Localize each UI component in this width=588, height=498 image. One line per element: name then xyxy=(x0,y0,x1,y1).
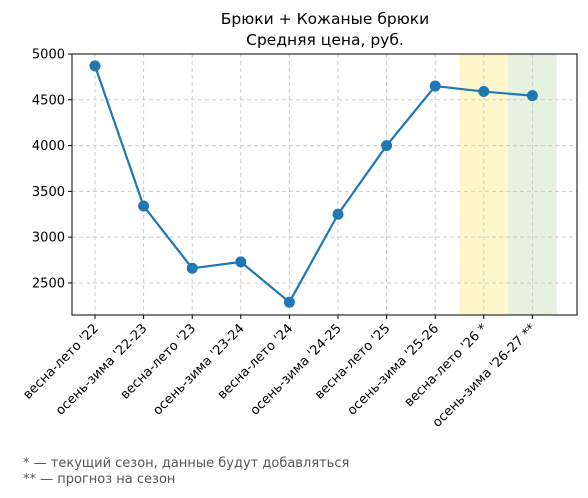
x-tick-label: осень-зима '24-25 xyxy=(248,321,345,418)
data-point xyxy=(235,256,247,268)
y-tick-label: 3500 xyxy=(32,185,65,200)
data-point xyxy=(526,90,538,102)
chart-title: Брюки + Кожаные брюки xyxy=(221,10,429,28)
x-tick-label: осень-зима '23-24 xyxy=(150,321,247,418)
series xyxy=(89,60,538,308)
chart-subtitle: Средняя цена, руб. xyxy=(246,31,404,49)
data-point xyxy=(332,208,344,220)
x-tick-label: осень-зима '22-23 xyxy=(53,321,150,418)
footnote-forecast: ** — прогноз на сезон xyxy=(23,472,176,487)
y-axis: 2500 3000 3500 4000 4500 5000 xyxy=(32,48,72,291)
data-point xyxy=(186,262,198,274)
series-line xyxy=(93,65,533,304)
data-point xyxy=(429,80,441,92)
y-tick-label: 5000 xyxy=(32,48,65,63)
data-point xyxy=(381,140,393,152)
y-tick-label: 3000 xyxy=(32,231,65,246)
y-tick-label: 2500 xyxy=(32,276,65,291)
x-tick-label: весна-лето '26 * xyxy=(402,321,491,410)
plot-frame xyxy=(71,53,578,316)
data-point xyxy=(138,200,150,212)
data-point xyxy=(478,86,490,98)
data-point xyxy=(283,296,295,308)
footnote-current-season: * — текущий сезон, данные будут добавлят… xyxy=(23,456,350,471)
x-tick-label: осень-зима '25-26 xyxy=(345,321,442,418)
y-tick-label: 4000 xyxy=(32,139,65,154)
y-tick-label: 4500 xyxy=(32,93,65,108)
data-point xyxy=(89,60,101,72)
